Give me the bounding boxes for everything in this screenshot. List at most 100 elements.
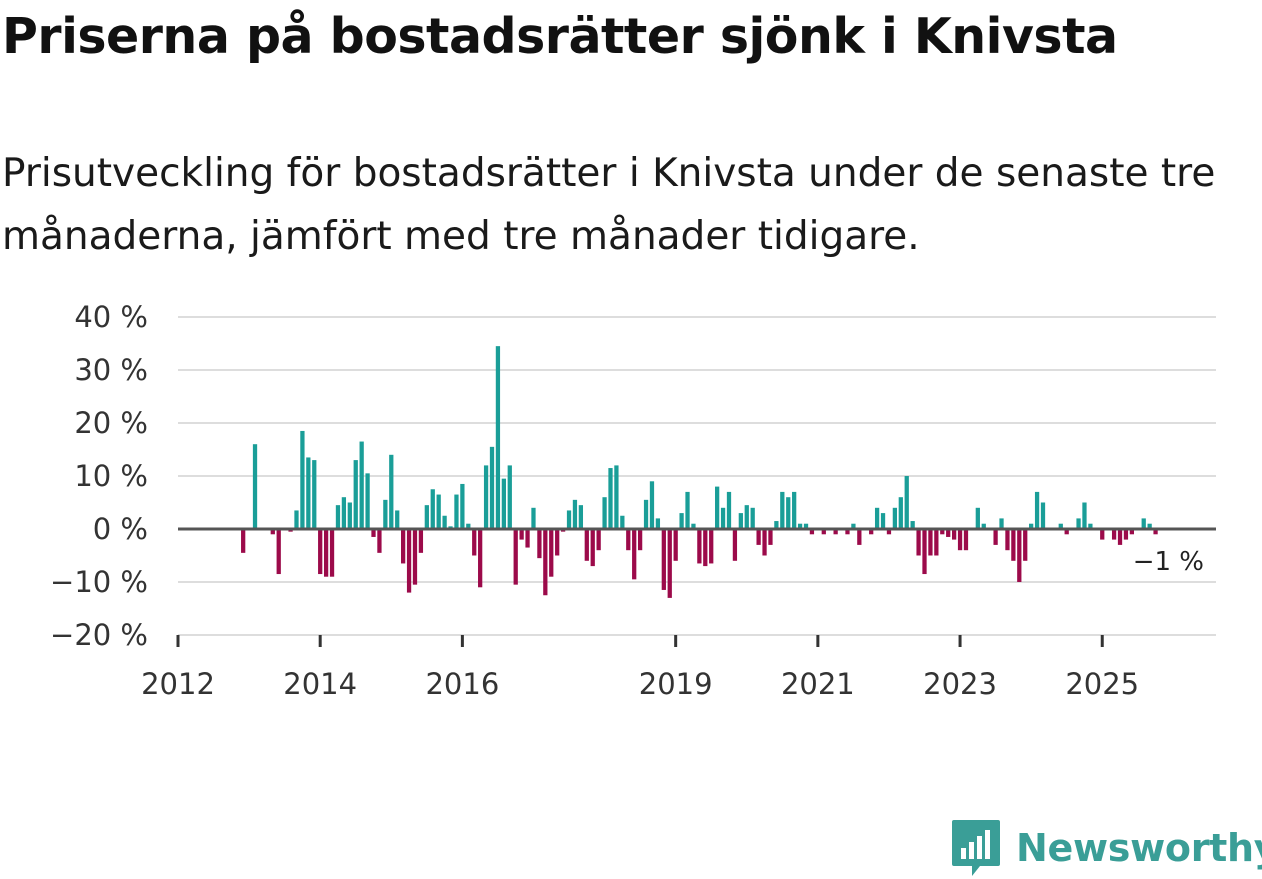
bar bbox=[537, 529, 542, 559]
bar bbox=[1005, 529, 1010, 551]
bar bbox=[904, 476, 909, 529]
bar bbox=[1100, 529, 1105, 540]
y-tick-label: 20 % bbox=[74, 406, 148, 440]
bar bbox=[395, 510, 400, 529]
bar bbox=[691, 523, 696, 529]
bar bbox=[726, 491, 732, 529]
bars bbox=[241, 346, 1158, 598]
bar bbox=[774, 521, 779, 529]
brand-logo: Newsworthy bbox=[950, 818, 1262, 878]
bar bbox=[667, 529, 672, 598]
bar bbox=[1123, 529, 1129, 540]
bar bbox=[323, 529, 329, 577]
bar bbox=[241, 529, 246, 553]
bar bbox=[892, 507, 898, 529]
bar bbox=[489, 446, 495, 529]
bar bbox=[406, 529, 412, 593]
bar bbox=[703, 529, 708, 567]
bar bbox=[442, 515, 447, 529]
bar bbox=[365, 473, 370, 529]
bar bbox=[880, 513, 886, 529]
bar bbox=[833, 529, 838, 535]
bar bbox=[483, 465, 489, 529]
bar bbox=[1147, 523, 1152, 529]
bar bbox=[715, 486, 720, 529]
bar bbox=[1023, 529, 1028, 561]
bar bbox=[1129, 529, 1135, 535]
bar bbox=[424, 505, 429, 529]
bar bbox=[578, 505, 584, 529]
y-axis-ticks: 40 % 30 % 20 % 10 % 0 % −10 % −20 % bbox=[50, 300, 148, 652]
bar bbox=[803, 523, 809, 529]
x-tick-label: 2025 bbox=[1065, 667, 1139, 701]
bar bbox=[655, 518, 661, 529]
bar bbox=[934, 529, 939, 556]
bar bbox=[720, 507, 726, 529]
y-tick-label: 40 % bbox=[74, 300, 148, 334]
bar bbox=[732, 529, 738, 561]
bar bbox=[312, 460, 317, 529]
last-value-label: −1 % bbox=[1133, 547, 1204, 577]
bar bbox=[531, 507, 536, 529]
bar bbox=[507, 465, 512, 529]
bar bbox=[294, 510, 299, 529]
bar bbox=[566, 510, 572, 529]
x-tick-label: 2021 bbox=[781, 667, 855, 701]
y-tick-label: 0 % bbox=[93, 512, 148, 546]
bar bbox=[513, 529, 518, 585]
bar bbox=[549, 529, 554, 577]
bar bbox=[1088, 523, 1093, 529]
bar bbox=[590, 529, 595, 567]
bar bbox=[661, 529, 666, 590]
bar bbox=[454, 494, 459, 529]
bar bbox=[999, 518, 1004, 529]
bar bbox=[430, 489, 435, 529]
bar bbox=[963, 529, 969, 551]
bar bbox=[821, 529, 826, 535]
axes bbox=[178, 527, 1216, 636]
chart-subtitle: Prisutveckling för bostadsrätter i Knivs… bbox=[2, 151, 1216, 259]
x-axis-ticks: 2012 2014 2016 2019 2021 2023 2025 bbox=[141, 635, 1139, 701]
x-tick-label: 2014 bbox=[283, 667, 357, 701]
bar bbox=[525, 529, 530, 548]
bar bbox=[874, 507, 880, 529]
bar bbox=[709, 529, 714, 564]
bar bbox=[626, 529, 631, 551]
bar bbox=[738, 513, 743, 529]
bar bbox=[951, 529, 957, 540]
bar bbox=[898, 497, 903, 529]
bar bbox=[543, 529, 548, 596]
bar bbox=[412, 529, 418, 585]
bar bbox=[957, 529, 963, 551]
bar bbox=[1064, 529, 1069, 535]
bar bbox=[857, 529, 862, 545]
bar bbox=[851, 523, 856, 529]
bar bbox=[519, 529, 524, 540]
bar bbox=[928, 529, 933, 556]
bar bbox=[608, 468, 613, 529]
bar bbox=[922, 529, 927, 575]
bar bbox=[886, 529, 892, 535]
bar bbox=[418, 529, 424, 553]
y-tick-label: −10 % bbox=[50, 565, 148, 599]
bar bbox=[436, 494, 441, 529]
bar bbox=[306, 457, 311, 529]
bar bbox=[1011, 529, 1016, 561]
bar bbox=[377, 529, 382, 553]
y-tick-label: 30 % bbox=[74, 353, 148, 387]
bar bbox=[809, 529, 815, 535]
bar bbox=[371, 529, 376, 537]
newsworthy-logo-icon bbox=[952, 820, 1000, 876]
bar bbox=[389, 454, 394, 529]
bar bbox=[620, 515, 625, 529]
bar bbox=[780, 491, 785, 529]
bar bbox=[501, 478, 506, 529]
bar bbox=[584, 529, 589, 561]
bar bbox=[744, 505, 749, 529]
x-tick-label: 2019 bbox=[639, 667, 713, 701]
bar bbox=[329, 529, 335, 577]
grid-lines bbox=[178, 316, 1216, 636]
bar bbox=[335, 505, 341, 529]
bar bbox=[1058, 523, 1063, 529]
bar bbox=[1117, 529, 1123, 545]
